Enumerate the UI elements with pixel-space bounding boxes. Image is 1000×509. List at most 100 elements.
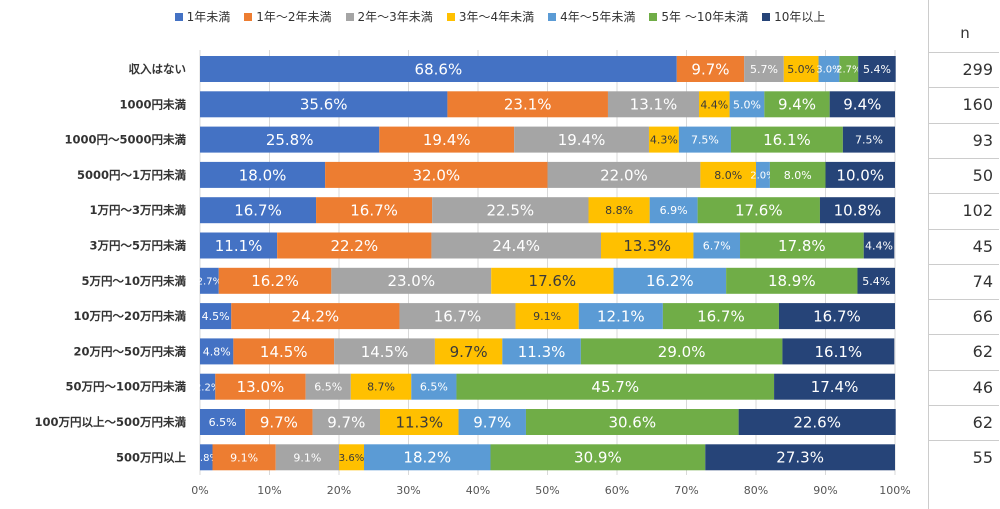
data-label: 22.6%: [793, 413, 841, 431]
bar-segment: [502, 338, 581, 365]
bar-segment: [411, 373, 457, 400]
bar-segment: [305, 373, 351, 400]
bar-segment: [212, 444, 276, 471]
bar-segment: [399, 303, 516, 330]
data-label: 16.7%: [813, 308, 861, 326]
data-label: 27.3%: [776, 449, 824, 467]
category-label: 10万円～20万円未満: [73, 309, 186, 323]
bar-segment: [200, 303, 232, 330]
data-label: 6.9%: [660, 204, 688, 217]
legend-item: 3年～4年未満: [446, 8, 535, 25]
bar-segment: [700, 161, 756, 188]
data-label: 45.7%: [591, 378, 639, 396]
x-tick-label: 0%: [191, 484, 208, 497]
bar-segment: [740, 232, 864, 259]
data-label: 9.7%: [260, 413, 298, 431]
n-value: 66: [929, 299, 999, 333]
data-label: 24.4%: [492, 237, 540, 255]
category-label: 5000円～1万円未満: [77, 168, 187, 182]
bar-segment: [490, 444, 706, 471]
bar-segment: [379, 126, 515, 153]
bar-segment: [200, 444, 213, 471]
bar-segment: [729, 91, 765, 118]
bar-segment: [764, 91, 830, 118]
legend-item: 5年 ～10年未満: [649, 8, 748, 25]
bar-segment: [744, 56, 784, 82]
bar-segment: [782, 338, 895, 365]
bar-segment: [233, 338, 335, 365]
category-label: 20万円～50万円未満: [73, 344, 186, 358]
x-tick-label: 40%: [466, 484, 490, 497]
data-label: 16.2%: [251, 272, 299, 290]
data-label: 5.0%: [787, 63, 815, 76]
data-label: 22.2%: [330, 237, 378, 255]
bar-segment: [738, 409, 896, 435]
bar-segment: [325, 161, 548, 188]
data-label: 3.6%: [339, 453, 364, 464]
bar-segment: [580, 338, 783, 365]
data-label: 32.0%: [412, 166, 460, 184]
legend-swatch: [548, 12, 557, 21]
bar-segment: [200, 373, 216, 400]
data-label: 35.6%: [300, 96, 348, 114]
legend-item: 10年以上: [762, 8, 825, 25]
data-label: 23.1%: [504, 96, 552, 114]
bar-segment: [200, 56, 677, 82]
n-value: 62: [929, 334, 999, 368]
bar-segment: [699, 91, 730, 118]
x-tick-label: 100%: [879, 484, 910, 497]
data-label: 16.1%: [815, 343, 863, 361]
bar-segment: [334, 338, 435, 365]
data-label: 10.0%: [836, 166, 884, 184]
n-value: 74: [929, 263, 999, 298]
bar-segment: [231, 303, 400, 330]
category-label: 1万円～3万円未満: [89, 203, 186, 217]
bar-segment: [277, 232, 432, 259]
data-label: 9.7%: [327, 413, 365, 431]
data-label: 9.4%: [843, 96, 881, 114]
legend-swatch: [446, 12, 455, 21]
bar-segment: [458, 409, 526, 435]
x-tick-label: 80%: [744, 484, 768, 497]
category-label: 500万円以上: [116, 450, 187, 464]
data-label: 2.2%: [195, 382, 220, 393]
data-label: 22.5%: [486, 202, 534, 220]
data-label: 5.0%: [733, 98, 761, 111]
data-label: 7.5%: [691, 134, 719, 147]
bar-segment: [514, 126, 649, 153]
legend-swatch: [174, 12, 183, 21]
data-label: 68.6%: [415, 60, 463, 78]
bar-segment: [858, 56, 896, 82]
data-label: 13.0%: [237, 378, 285, 396]
bar-segment: [200, 91, 448, 118]
bar-segment: [200, 232, 278, 259]
bar-segment: [456, 373, 775, 400]
bar-segment: [331, 267, 492, 294]
bar-segment: [200, 126, 380, 153]
legend-label: 3年～4年未満: [458, 10, 535, 24]
data-label: 16.7%: [697, 308, 745, 326]
legend-swatch: [244, 12, 253, 21]
data-label: 7.5%: [855, 134, 883, 147]
legend-label: 1年未満: [186, 10, 231, 24]
bar-segment: [693, 232, 741, 259]
bar-segment: [829, 91, 895, 118]
bar-segment: [200, 267, 219, 294]
data-label: 16.2%: [646, 272, 694, 290]
data-label: 2.0%: [750, 171, 775, 182]
n-value: 93: [929, 122, 999, 157]
data-label: 14.5%: [361, 343, 409, 361]
data-label: 18.2%: [403, 449, 451, 467]
data-label: 30.6%: [608, 413, 656, 431]
x-tick-label: 20%: [327, 484, 351, 497]
data-label: 18.0%: [239, 166, 287, 184]
bar-segment: [215, 373, 306, 400]
data-label: 9.7%: [473, 413, 511, 431]
data-label: 16.7%: [350, 202, 398, 220]
bar-segment: [515, 303, 579, 330]
legend-label: 10年以上: [774, 10, 826, 24]
data-label: 4.8%: [203, 345, 231, 358]
bar-segment: [601, 232, 694, 259]
bar-segment: [726, 267, 858, 294]
